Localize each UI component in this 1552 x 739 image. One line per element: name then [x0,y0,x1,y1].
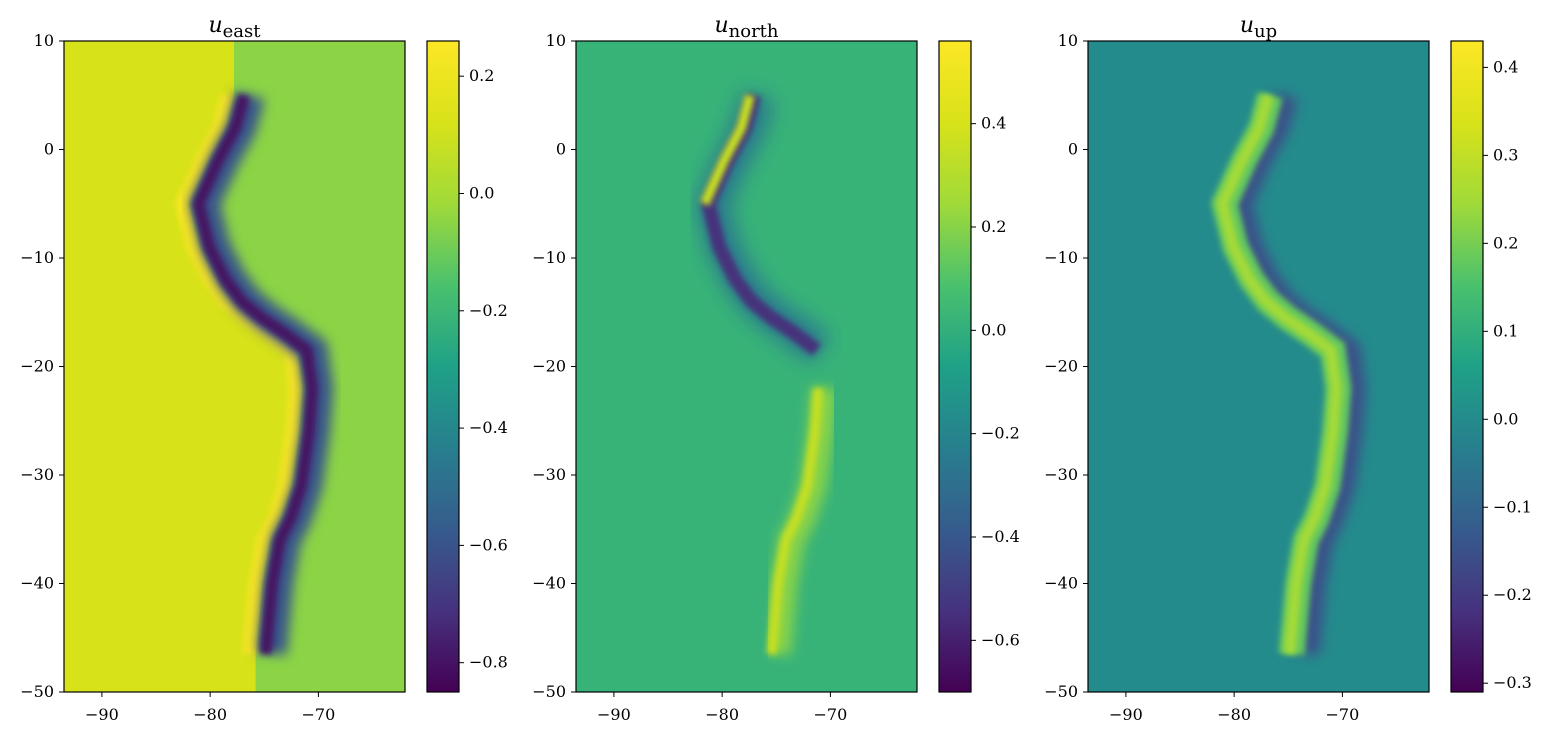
x-tick-label: −90 [597,705,631,724]
heatmap-field [64,41,405,692]
colorbar-tick-label: 0.4 [981,114,1006,133]
heatmap-field [1088,41,1429,692]
y-tick-label: −50 [20,682,54,701]
subplot-title: unorth [714,13,778,42]
colorbar-tick-label: −0.6 [469,535,508,554]
heatmap-north-high [699,94,755,206]
y-tick-label: −10 [20,248,54,267]
y-tick-label: −20 [1044,357,1078,376]
colorbar-tick-label: 0.0 [469,183,494,202]
y-tick-label: −40 [532,574,566,593]
heatmap-field [576,41,917,692]
x-tick-label: −70 [302,705,336,724]
y-tick-label: −30 [20,465,54,484]
colorbar-tick-label: −0.2 [981,424,1020,443]
y-tick-label: 10 [546,31,566,50]
heatmap-south-halo [764,387,838,656]
colorbar [1450,40,1484,693]
colorbar-tick-label: 0.2 [469,66,494,85]
y-tick-label: 0 [556,140,566,159]
subplot-title: ueast [208,13,261,42]
y-tick-label: −40 [20,574,54,593]
y-tick-label: −30 [532,465,566,484]
colorbar-tick-label: −0.1 [1493,497,1532,516]
colorbar-tick-label: −0.4 [981,527,1020,546]
colorbar-tick-label: 0.3 [1493,145,1518,164]
x-tick-label: −90 [1109,705,1143,724]
y-tick-label: −20 [532,357,566,376]
y-tick-label: −10 [532,248,566,267]
colorbar [938,40,972,693]
y-tick-label: −30 [1044,465,1078,484]
colorbar-tick-label: −0.4 [469,418,508,437]
x-tick-label: −90 [85,705,119,724]
colorbar-tick-label: 0.0 [981,320,1006,339]
x-tick-label: −80 [705,705,739,724]
x-tick-label: −70 [1326,705,1360,724]
subplot-title: uup [1240,13,1277,42]
colorbar-tick-label: −0.2 [469,301,508,320]
y-tick-label: 0 [1068,140,1078,159]
colorbar-tick-label: 0.1 [1493,321,1518,340]
x-tick-label: −70 [814,705,848,724]
heatmap-uplift-band [1216,93,1343,655]
y-tick-label: 10 [1058,31,1078,50]
y-tick-label: 10 [34,31,54,50]
colorbar-tick-label: 0.4 [1493,57,1518,76]
colorbar-tick-label: −0.2 [1493,585,1532,604]
heatmap-trace-min [192,93,319,655]
y-tick-label: −20 [20,357,54,376]
colorbar-tick-label: 0.2 [981,217,1006,236]
y-tick-label: 0 [44,140,54,159]
colorbar-tick-label: 0.2 [1493,233,1518,252]
y-tick-label: −40 [1044,574,1078,593]
colorbar-tick-label: 0.0 [1493,409,1518,428]
heatmap-south-high [766,387,824,655]
colorbar-tick-label: −0.6 [981,630,1020,649]
colorbar [426,40,460,693]
y-tick-label: −50 [532,682,566,701]
x-tick-label: −80 [1217,705,1251,724]
colorbar-tick-label: −0.8 [469,653,508,672]
heatmap-west-region [64,41,303,692]
colorbar-tick-label: −0.3 [1493,673,1532,692]
y-tick-label: −50 [1044,682,1078,701]
x-tick-label: −80 [193,705,227,724]
y-tick-label: −10 [1044,248,1078,267]
subplot-north: −90 −80 −70 10 0 −10 −20 −30 −40 −50 unorth 0.4 0.2 0… [532,13,1020,724]
subplot-up: −90 −80 −70 10 0 −10 −20 −30 −40 −50 uup 0.4 0.3 0.2 0… [1044,13,1532,724]
subplot-east: −90 −80 −70 10 0 −10 −20 −30 −40 −50 ueast 0.2 0.0 −0… [20,13,508,724]
